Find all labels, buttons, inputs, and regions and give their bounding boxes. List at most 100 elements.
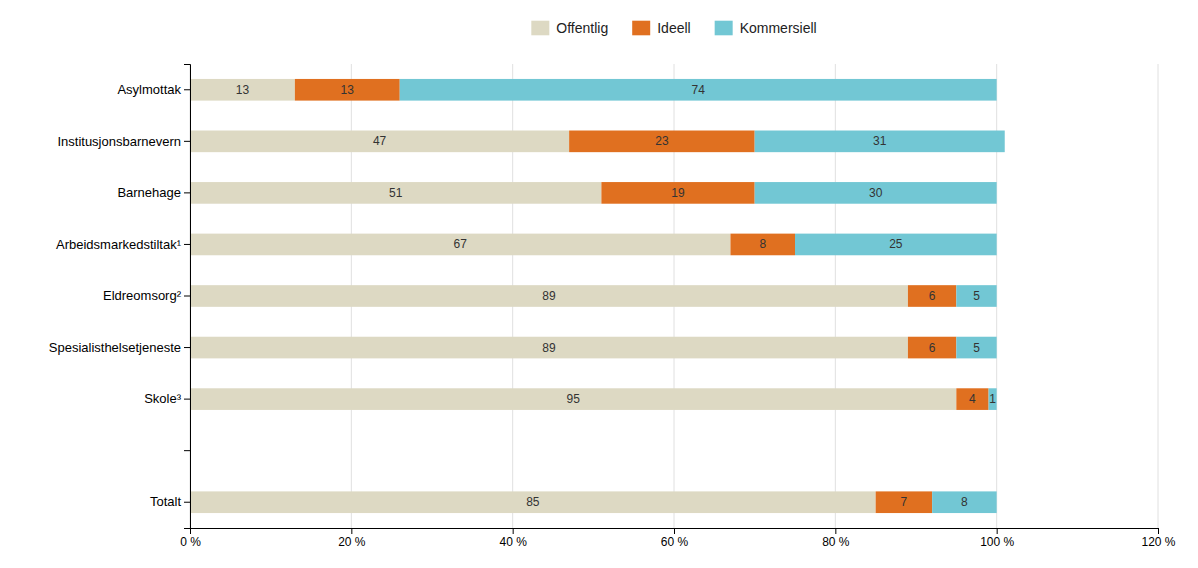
- plot-area: 1347516789899585132319866477431302555180…: [49, 64, 1176, 549]
- data-label: 95: [566, 392, 580, 406]
- bar: [400, 79, 997, 101]
- bar: [932, 491, 997, 513]
- legend-label: Ideell: [657, 20, 690, 36]
- bar: [908, 337, 956, 359]
- series: [400, 79, 1005, 513]
- legend-swatch: [531, 21, 549, 36]
- legend: Offentlig Ideell Kommersiell: [531, 20, 816, 36]
- x-tick-mark: [351, 528, 352, 534]
- bar: [956, 285, 996, 307]
- y-tick-mark: [184, 450, 190, 451]
- y-tick-mark: [184, 141, 190, 142]
- y-tick-label: Eldreomsorg²: [103, 288, 182, 303]
- grid: [190, 64, 1158, 528]
- series: [295, 79, 989, 513]
- data-label: 8: [961, 495, 968, 509]
- y-tick: Spesialisthelsetjeneste: [49, 340, 190, 355]
- x-tick-mark: [997, 528, 998, 534]
- chart-container: 1347516789899585132319866477431302555180…: [0, 0, 1198, 568]
- y-tick-mark: [184, 244, 190, 245]
- data-label: 5: [973, 289, 980, 303]
- y-tick-label: Spesialisthelsetjeneste: [49, 340, 181, 355]
- y-tick: Institusjonsbarnevern: [57, 133, 190, 148]
- x-tick-label: 20 %: [338, 535, 366, 549]
- x-tick: 100 %: [980, 528, 1014, 549]
- legend-swatch: [715, 21, 733, 36]
- bar: [730, 234, 795, 256]
- y-tick-label: Institusjonsbarnevern: [57, 133, 181, 148]
- data-label: 6: [929, 289, 936, 303]
- y-tick: Barnehage: [117, 185, 190, 200]
- x-tick-mark: [1158, 528, 1159, 534]
- x-tick-label: 0 %: [180, 535, 201, 549]
- x-tick-label: 80 %: [822, 535, 850, 549]
- x-axis: 0 % 20 % 40 % 60 % 80 % 100 % 120 %: [180, 528, 1176, 549]
- legend-item: Kommersiell: [715, 20, 817, 36]
- data-label: 89: [542, 289, 556, 303]
- bar: [190, 285, 908, 307]
- x-tick-label: 40 %: [499, 535, 527, 549]
- x-tick: 120 %: [1141, 528, 1175, 549]
- y-tick-label: Totalt: [150, 494, 181, 509]
- bars: [190, 79, 1005, 513]
- y-tick-mark: [184, 399, 190, 400]
- x-tick: 20 %: [338, 528, 366, 549]
- data-label: 51: [389, 186, 403, 200]
- data-label: 7: [901, 495, 908, 509]
- data-label: 13: [341, 83, 355, 97]
- x-tick-label: 60 %: [661, 535, 689, 549]
- legend-label: Offentlig: [556, 20, 608, 36]
- chart-svg: 1347516789899585132319866477431302555180…: [0, 0, 1198, 568]
- x-tick-label: 100 %: [980, 535, 1014, 549]
- x-tick-label: 120 %: [1141, 535, 1175, 549]
- bar: [190, 234, 730, 256]
- y-tick: Totalt: [150, 494, 190, 509]
- bar: [190, 79, 295, 101]
- legend-item: Ideell: [632, 20, 690, 36]
- bar: [601, 182, 754, 204]
- x-tick-mark: [835, 528, 836, 534]
- legend-label: Kommersiell: [740, 20, 817, 36]
- data-label: 25: [889, 237, 903, 251]
- bar: [989, 388, 997, 410]
- x-tick: 0 %: [180, 528, 201, 549]
- bar: [295, 79, 400, 101]
- y-tick: Asylmottak: [117, 82, 190, 97]
- data-label: 47: [373, 134, 387, 148]
- x-tick: 60 %: [661, 528, 689, 549]
- data-label: 5: [973, 341, 980, 355]
- bar: [795, 234, 997, 256]
- y-tick-mark: [184, 502, 190, 503]
- y-tick-label: Arbeidsmarkedstiltak¹: [56, 237, 182, 252]
- data-label: 19: [671, 186, 685, 200]
- y-tick: Eldreomsorg²: [103, 288, 190, 303]
- data-label: 30: [869, 186, 883, 200]
- x-tick: 80 %: [822, 528, 850, 549]
- x-tick-mark: [674, 528, 675, 534]
- grid-line: [1158, 64, 1159, 528]
- y-axis: Asylmottak Institusjonsbarnevern Barnehage…: [49, 65, 191, 529]
- legend-swatch: [632, 21, 650, 36]
- y-tick-label: Skole³: [144, 391, 182, 406]
- bar: [956, 337, 996, 359]
- data-label: 8: [759, 237, 766, 251]
- y-tick-mark: [184, 89, 190, 90]
- y-tick-mark: [184, 347, 190, 348]
- bar: [190, 388, 956, 410]
- bar: [908, 285, 956, 307]
- bar: [190, 182, 601, 204]
- data-label: 1: [989, 392, 996, 406]
- bar: [755, 131, 1005, 153]
- bar: [569, 131, 755, 153]
- data-label: 85: [526, 495, 540, 509]
- y-tick: [184, 450, 190, 451]
- x-tick: 40 %: [499, 528, 527, 549]
- bar: [755, 182, 997, 204]
- y-tick-mark: [184, 296, 190, 297]
- bar: [190, 491, 876, 513]
- y-tick: Arbeidsmarkedstiltak¹: [56, 237, 190, 252]
- data-label: 67: [454, 237, 468, 251]
- data-label: 13: [236, 83, 250, 97]
- y-tick-label: Barnehage: [117, 185, 181, 200]
- data-label: 74: [692, 83, 706, 97]
